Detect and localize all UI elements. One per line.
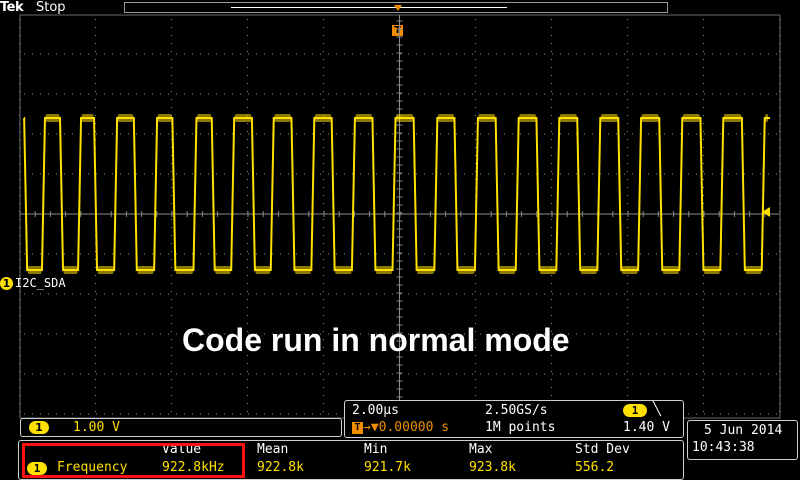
run-state-indicator[interactable]: Stop bbox=[36, 0, 66, 15]
record-view-window bbox=[231, 7, 507, 8]
measurement-name: Frequency bbox=[57, 460, 128, 475]
sample-rate: 2.50GS/s bbox=[485, 403, 548, 418]
ch1-badge: 1 bbox=[0, 276, 13, 290]
trigger-arrow-icon bbox=[394, 5, 402, 11]
horizontal-position-value: 0.00000 s bbox=[378, 420, 450, 435]
horizontal-position: T →▼ 0.00000 s bbox=[352, 420, 449, 435]
channel-scale-readout[interactable]: 1 1.00 V bbox=[20, 418, 342, 437]
trigger-marker-icon: T bbox=[352, 421, 363, 434]
horizontal-trigger-readout[interactable]: 2.00µs 2.50GS/s 1 ╲ T →▼ 0.00000 s 1M poin… bbox=[344, 400, 684, 438]
header-mean: Mean bbox=[257, 442, 289, 457]
volts-per-div: 1.00 V bbox=[73, 420, 120, 435]
record-view-bar[interactable] bbox=[124, 2, 668, 13]
tek-logo: Tek bbox=[0, 0, 24, 15]
ch1-waveform-noise bbox=[27, 114, 768, 274]
header-max: Max bbox=[469, 442, 493, 457]
highlight-box bbox=[22, 443, 245, 478]
ch1-ground-marker[interactable]: 1 I2C_SDA bbox=[0, 276, 66, 290]
measurement-panel[interactable]: Value Mean Min Max Std Dev 1 Frequency 9… bbox=[18, 440, 684, 480]
ch1-badge: 1 bbox=[29, 421, 49, 434]
trigger-position-marker[interactable]: T bbox=[392, 25, 403, 36]
measurement-std-dev: 556.2 bbox=[575, 460, 615, 475]
ch1-badge: 1 bbox=[27, 462, 47, 475]
time-per-div: 2.00µs bbox=[352, 403, 399, 418]
datetime-readout: 5 Jun 2014 10:43:38 bbox=[687, 420, 798, 460]
position-arrow-icon: →▼ bbox=[363, 420, 379, 435]
header-std-dev: Std Dev bbox=[575, 442, 630, 457]
measurement-min: 921.7k bbox=[364, 460, 411, 475]
trigger-level: 1.40 V bbox=[623, 420, 670, 435]
measurement-mean: 922.8k bbox=[257, 460, 304, 475]
annotation-text: Code run in normal mode bbox=[182, 322, 570, 358]
time: 10:43:38 bbox=[692, 440, 755, 455]
header-min: Min bbox=[364, 442, 388, 457]
record-length: 1M points bbox=[485, 420, 556, 435]
falling-edge-icon: ╲ bbox=[653, 402, 661, 417]
measurement-max: 923.8k bbox=[469, 460, 516, 475]
date: 5 Jun 2014 bbox=[704, 423, 783, 438]
trigger-level-marker[interactable] bbox=[762, 207, 770, 217]
ch1-label: I2C_SDA bbox=[15, 276, 66, 290]
measurement-value: 922.8kHz bbox=[162, 460, 225, 475]
trigger-source-badge: 1 bbox=[623, 404, 647, 417]
graticule bbox=[19, 14, 781, 419]
